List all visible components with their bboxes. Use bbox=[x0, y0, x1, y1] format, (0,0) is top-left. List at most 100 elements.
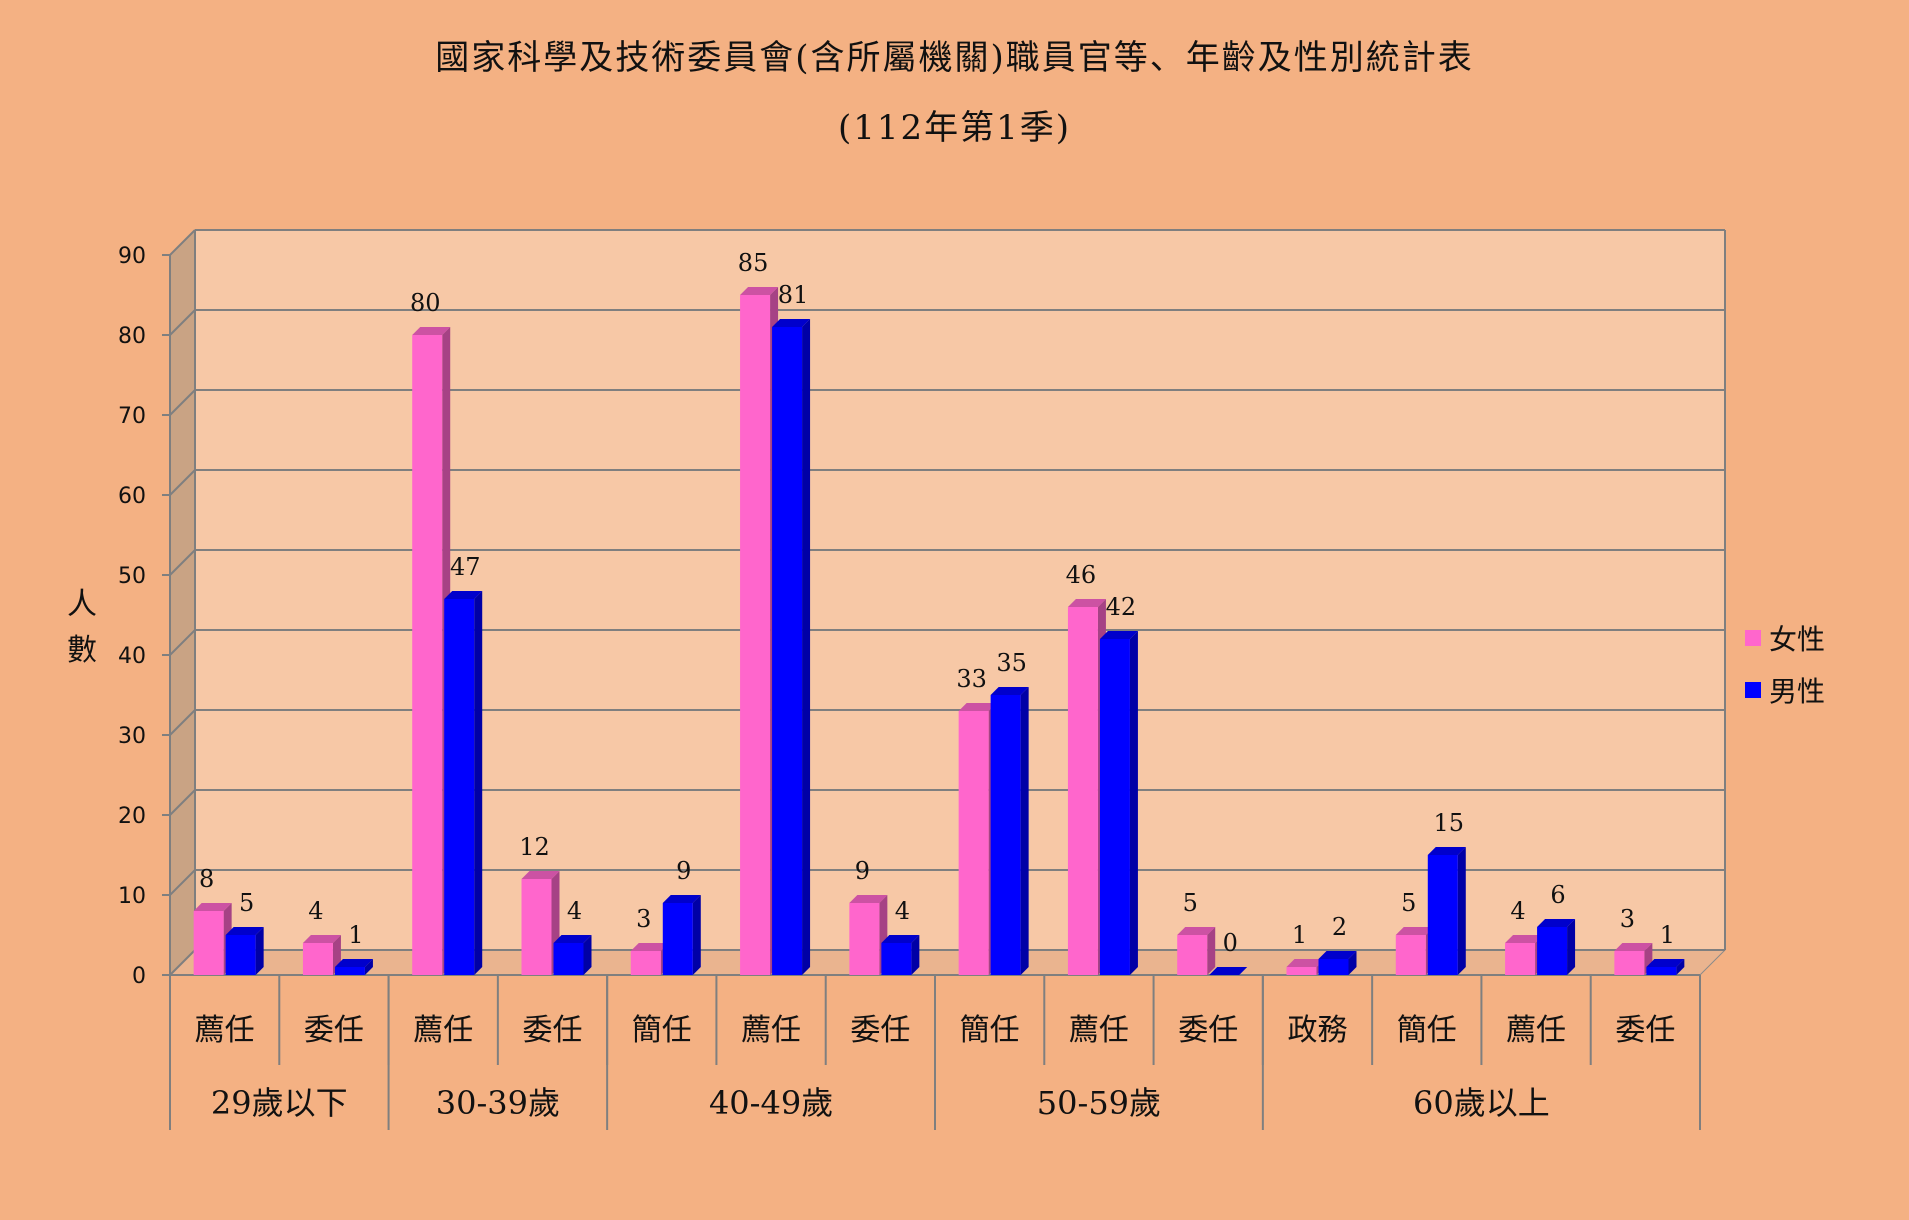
data-label-male: 4 bbox=[895, 897, 910, 925]
gridline-side bbox=[169, 229, 196, 256]
data-label-male: 81 bbox=[778, 281, 809, 309]
bar-top-female bbox=[1505, 935, 1544, 943]
data-label-female: 1 bbox=[1292, 921, 1307, 949]
bar-top-male bbox=[662, 895, 701, 903]
bar-female bbox=[1395, 935, 1426, 975]
data-label-male: 4 bbox=[567, 897, 582, 925]
bar-side-male bbox=[583, 935, 592, 975]
plot-floor bbox=[168, 949, 1727, 976]
y-tick-label: 70 bbox=[118, 404, 146, 429]
bar-top-male bbox=[1427, 847, 1466, 855]
bar-female bbox=[630, 951, 661, 975]
bar-top-female bbox=[521, 871, 560, 879]
bar-female bbox=[412, 335, 443, 975]
bar-top-female bbox=[630, 943, 669, 951]
y-axis-label: 人數 bbox=[67, 587, 97, 668]
x-category-label: 委任 bbox=[304, 1013, 364, 1048]
data-label-male: 35 bbox=[996, 649, 1027, 677]
bar-male bbox=[881, 943, 912, 975]
data-label-female: 8 bbox=[199, 865, 214, 893]
data-label-female: 46 bbox=[1066, 561, 1097, 589]
data-label-female: 5 bbox=[1183, 889, 1198, 917]
bar-male bbox=[225, 935, 256, 975]
bar-top-male bbox=[1646, 959, 1685, 967]
data-label-female: 9 bbox=[855, 857, 870, 885]
data-label-male: 1 bbox=[1660, 921, 1675, 949]
bar-top-female bbox=[958, 703, 997, 711]
bar-top-male bbox=[444, 591, 483, 599]
bar-top-male bbox=[334, 959, 373, 967]
x-category-label: 簡任 bbox=[1397, 1013, 1457, 1048]
bar-male bbox=[334, 967, 365, 975]
data-label-female: 3 bbox=[636, 905, 651, 933]
bar-female bbox=[1067, 607, 1098, 975]
bar-male bbox=[1646, 967, 1677, 975]
data-label-female: 5 bbox=[1401, 889, 1416, 917]
data-label-male: 6 bbox=[1550, 881, 1565, 909]
bar-female bbox=[958, 711, 989, 975]
bar-male bbox=[990, 695, 1021, 975]
x-category-label: 政務 bbox=[1288, 1013, 1348, 1048]
x-group-label: 60歲以上 bbox=[1413, 1084, 1550, 1122]
bar-female bbox=[740, 295, 771, 975]
x-category-label: 委任 bbox=[1615, 1013, 1675, 1048]
x-category-label: 薦任 bbox=[195, 1013, 255, 1048]
x-category-label: 委任 bbox=[850, 1013, 910, 1048]
bar-female bbox=[193, 911, 224, 975]
x-group-label: 29歲以下 bbox=[211, 1084, 348, 1122]
bar-male bbox=[662, 903, 693, 975]
data-label-male: 15 bbox=[1434, 809, 1465, 837]
bar-female bbox=[1614, 951, 1645, 975]
chart-subtitle: (112年第1季) bbox=[837, 108, 1072, 148]
x-group-label: 30-39歲 bbox=[436, 1084, 560, 1122]
bar-female bbox=[521, 879, 552, 975]
bar-top-female bbox=[849, 895, 888, 903]
chart-title: 國家科學及技術委員會(含所屬機關)職員官等、年齡及性別統計表 bbox=[435, 38, 1474, 78]
bar-side-male bbox=[692, 895, 701, 975]
bar-side-male bbox=[1676, 959, 1685, 975]
bar-male bbox=[1427, 855, 1458, 975]
data-label-male: 47 bbox=[450, 553, 481, 581]
gridline-side bbox=[169, 709, 196, 736]
bar-side-male bbox=[1129, 631, 1138, 975]
bar-top-female bbox=[193, 903, 232, 911]
bar-top-female bbox=[740, 287, 779, 295]
bar-male bbox=[1537, 927, 1568, 975]
y-tick-label: 30 bbox=[118, 724, 146, 749]
y-tick-label: 10 bbox=[118, 884, 146, 909]
data-label-female: 33 bbox=[956, 665, 987, 693]
bar-top-male bbox=[225, 927, 264, 935]
bar-side-male bbox=[1567, 919, 1576, 975]
bar-top-male bbox=[1099, 631, 1138, 639]
bar-top-male bbox=[1209, 967, 1248, 975]
bar-female bbox=[1505, 943, 1536, 975]
legend-label-male: 男性 bbox=[1769, 675, 1826, 708]
bar-female bbox=[302, 943, 333, 975]
x-group-label: 50-59歲 bbox=[1037, 1084, 1161, 1122]
gridline-side bbox=[169, 629, 196, 656]
bar-side-male bbox=[255, 927, 264, 975]
bar-side-male bbox=[1457, 847, 1466, 975]
bar-female bbox=[1286, 967, 1317, 975]
legend-item-male: 男性 bbox=[1745, 664, 1825, 716]
data-label-female: 80 bbox=[410, 289, 441, 317]
bar-top-female bbox=[1614, 943, 1653, 951]
x-category-label: 委任 bbox=[1178, 1013, 1238, 1048]
bar-side-male bbox=[474, 591, 483, 975]
x-group-label: 40-49歲 bbox=[709, 1084, 833, 1122]
data-label-male: 2 bbox=[1332, 913, 1347, 941]
bar-side-male bbox=[911, 935, 920, 975]
bar-top-female bbox=[1177, 927, 1216, 935]
bar-male bbox=[1099, 639, 1130, 975]
gridline-side bbox=[169, 309, 196, 336]
bar-side-male bbox=[364, 959, 373, 975]
bar-side-female bbox=[1207, 927, 1216, 975]
x-category-label: 薦任 bbox=[1069, 1013, 1129, 1048]
data-label-male: 5 bbox=[239, 889, 254, 917]
plot-side-wall bbox=[170, 230, 195, 975]
data-label-male: 9 bbox=[676, 857, 691, 885]
data-label-male: 42 bbox=[1106, 593, 1137, 621]
legend-item-female: 女性 bbox=[1745, 612, 1825, 664]
bar-top-male bbox=[1537, 919, 1576, 927]
